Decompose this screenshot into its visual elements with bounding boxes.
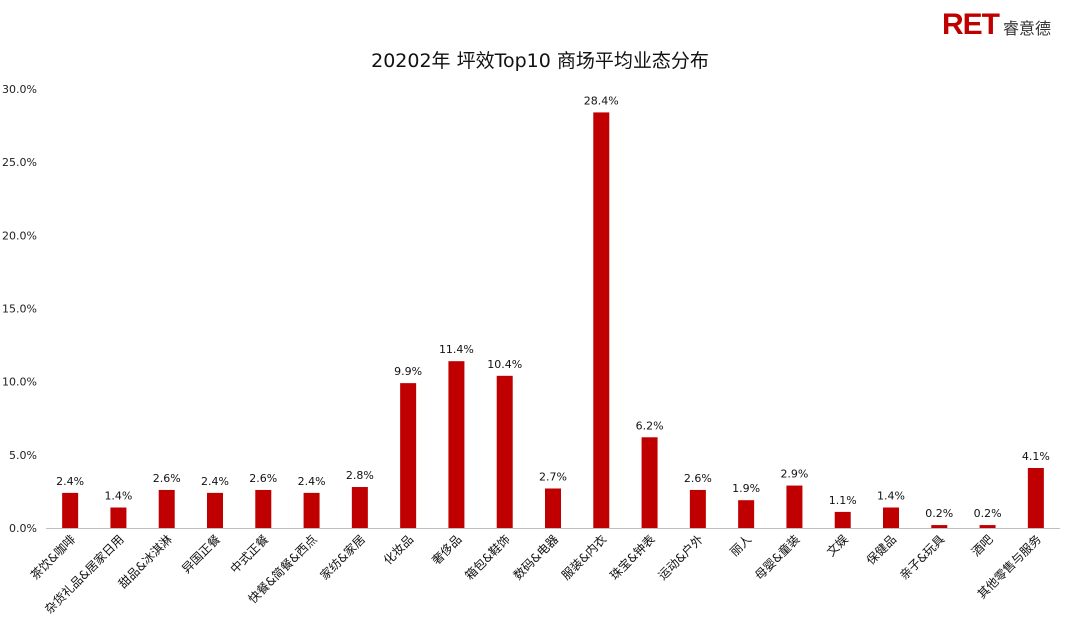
logo-latin: RET [942,8,1000,41]
data-label: 2.8% [346,469,374,482]
bar [1027,468,1044,528]
data-label: 2.6% [249,472,277,485]
chart-title: 20202年 坪效Top10 商场平均业态分布 [371,50,709,72]
x-tick-label: 运动&户外 [655,532,706,583]
x-tick-label: 服装&内衣 [558,532,609,583]
data-label: 2.6% [153,472,181,485]
bar [255,489,272,528]
bar [834,511,851,528]
x-tick-label: 文娱 [823,532,851,560]
data-label: 2.9% [780,468,808,481]
bar [110,507,127,528]
bar [62,492,79,528]
bar [883,507,899,528]
bar [448,361,465,528]
data-label: 11.4% [439,343,474,356]
x-tick-label: 中式正餐 [227,532,272,577]
x-tick-label: 母婴&童装 [751,532,802,583]
bar [158,489,175,528]
data-label: 2.4% [298,475,326,488]
y-tick-label: 20.0% [2,229,37,242]
data-label: 2.4% [56,475,84,488]
bar [303,492,320,528]
y-tick-label: 25.0% [2,156,37,169]
data-label: 0.2% [974,507,1002,520]
x-tick-label: 亲子&玩具 [897,532,947,582]
y-tick-label: 10.0% [2,376,37,389]
x-tick-label: 保健品 [864,532,899,567]
x-tick-label: 丽人 [727,532,754,559]
logo-chinese: 睿意德 [1003,19,1052,38]
bar [593,112,610,528]
x-tick-label: 酒吧 [969,532,996,559]
data-label: 2.4% [201,475,229,488]
data-label: 2.7% [539,470,567,483]
bar [351,487,368,528]
data-label: 1.4% [877,490,905,503]
y-tick-label: 5.0% [9,449,37,462]
y-tick-label: 0.0% [9,522,37,535]
data-label: 10.4% [487,358,522,371]
data-label: 4.1% [1022,450,1050,463]
x-tick-label: 化妆品 [381,532,416,567]
bar [689,489,706,528]
bar [400,383,417,528]
data-label: 9.9% [394,365,422,378]
data-label: 28.4% [584,94,619,107]
brand-logo: RET 睿意德 [942,6,1051,40]
x-tick-label: 异国正餐 [179,532,224,577]
x-tick-label: 箱包&鞋饰 [462,532,513,583]
bar [496,375,513,528]
data-label: 1.4% [104,490,132,503]
x-tick-label: 茶饮&咖啡 [27,532,78,583]
bar [545,488,561,528]
x-tick-label: 杂货礼品&居家日用 [41,532,126,617]
bar [641,437,658,528]
x-tick-label: 奢侈品 [429,532,464,567]
bar [738,500,755,528]
bar [786,485,803,528]
bar [979,525,996,528]
data-label: 1.1% [829,494,857,507]
y-tick-label: 30.0% [2,83,37,96]
x-tick-label: 数码&电器 [510,532,561,583]
data-label: 6.2% [636,419,664,432]
data-label: 2.6% [684,472,712,485]
data-label: 1.9% [732,482,760,495]
y-tick-label: 15.0% [2,303,37,316]
data-label: 0.2% [925,507,953,520]
bar [207,492,223,528]
x-tick-label: 家纺&家居 [317,532,368,583]
x-tick-label: 珠宝&钟表 [607,532,658,583]
bar [931,525,948,528]
